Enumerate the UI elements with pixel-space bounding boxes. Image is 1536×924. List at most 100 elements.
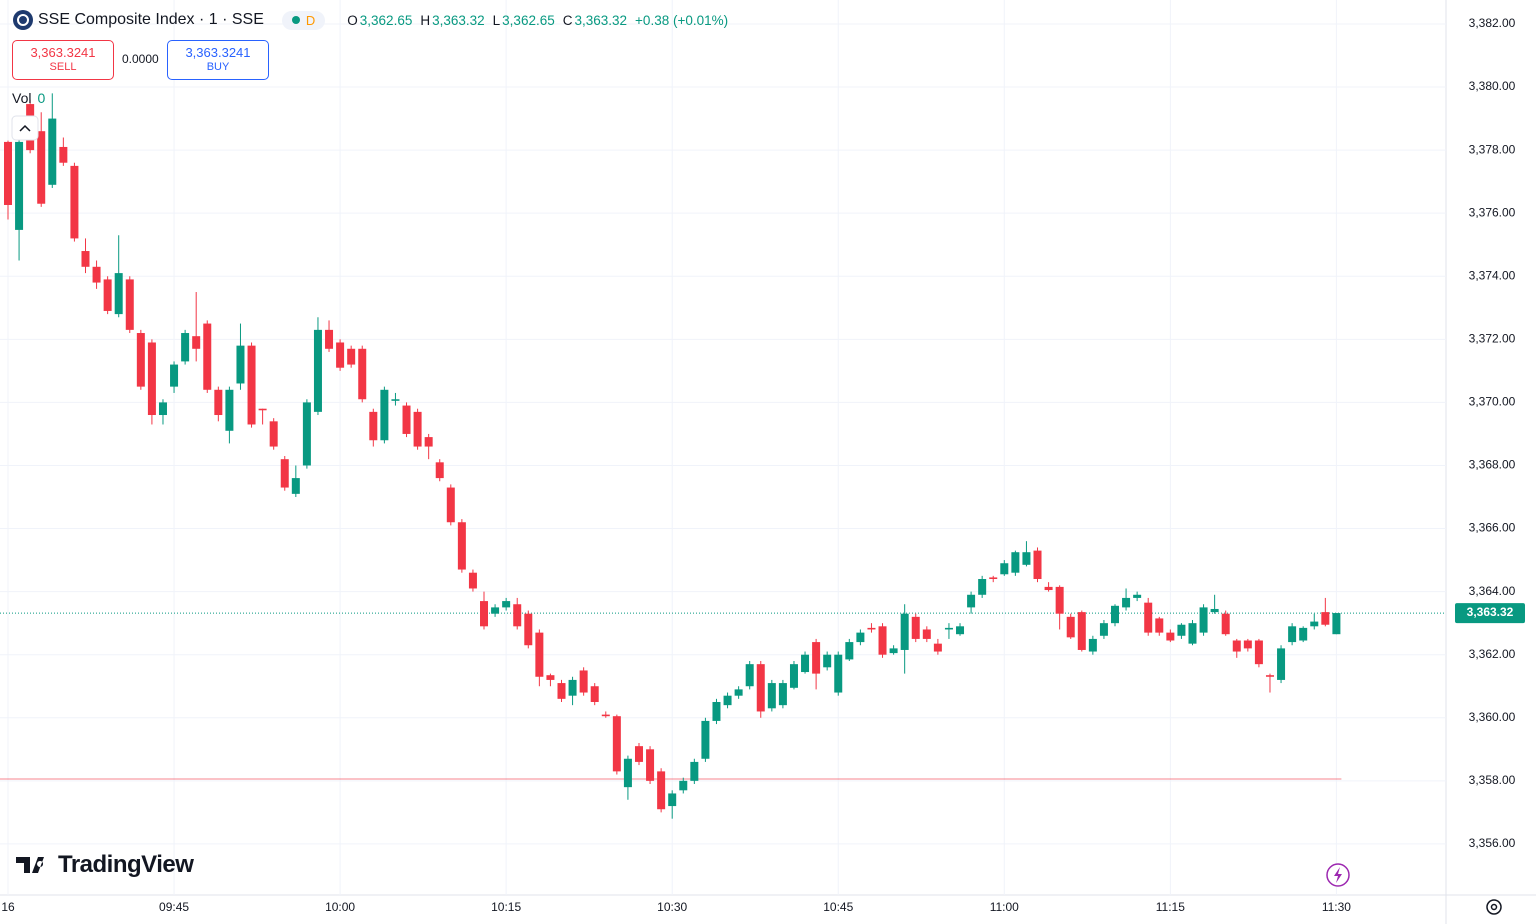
candle-body bbox=[944, 627, 953, 630]
y-tick-label: 3,358.00 bbox=[1469, 773, 1516, 787]
candle-body bbox=[745, 664, 754, 687]
candle-body bbox=[1177, 624, 1186, 636]
brand-logo[interactable]: TradingView bbox=[16, 851, 194, 879]
candle-body bbox=[922, 629, 931, 639]
y-tick-label: 3,380.00 bbox=[1469, 79, 1516, 93]
header: SSE Composite Index · 1 · SSE D O 3,362.6… bbox=[12, 9, 728, 31]
candle-body bbox=[524, 613, 533, 646]
last-price-tag bbox=[1455, 603, 1525, 624]
candle-body bbox=[679, 780, 688, 791]
candle-body bbox=[856, 632, 865, 643]
last-price-label: 3,363.32 bbox=[1467, 605, 1514, 619]
candle-body bbox=[967, 594, 976, 608]
sell-button[interactable]: 3,363.3241 SELL bbox=[12, 40, 114, 80]
candle-body bbox=[1055, 586, 1064, 614]
candle-body bbox=[845, 642, 854, 660]
candle-body bbox=[978, 579, 987, 595]
candle-body bbox=[956, 626, 965, 635]
candle-body bbox=[491, 607, 500, 614]
candle-body bbox=[37, 131, 46, 204]
candle-body bbox=[734, 689, 743, 696]
candle-body bbox=[280, 459, 289, 488]
brand-name: TradingView bbox=[58, 851, 194, 878]
candle-body bbox=[1144, 602, 1153, 633]
ohlc-key: O bbox=[347, 12, 358, 28]
buy-button[interactable]: 3,363.3241 BUY bbox=[167, 40, 269, 80]
candle-body bbox=[1299, 627, 1308, 641]
candle-body bbox=[391, 399, 400, 401]
candle-body bbox=[480, 601, 489, 627]
candle-body bbox=[657, 771, 666, 810]
candle-body bbox=[1232, 640, 1241, 652]
candle-body bbox=[4, 141, 12, 205]
y-tick-label: 3,372.00 bbox=[1469, 332, 1516, 346]
symbol-logo bbox=[13, 10, 33, 30]
candle-body bbox=[878, 626, 887, 655]
candle-body bbox=[1155, 618, 1164, 633]
x-tick-label: 11:15 bbox=[1156, 900, 1185, 914]
candle-body bbox=[690, 761, 699, 781]
x-tick-label: 10:30 bbox=[657, 900, 687, 914]
candle-body bbox=[435, 462, 444, 479]
y-tick-label: 3,370.00 bbox=[1469, 395, 1516, 409]
candle-body bbox=[336, 342, 345, 368]
y-tick-label: 3,382.00 bbox=[1469, 16, 1516, 30]
candle-body bbox=[900, 613, 909, 650]
symbol-title[interactable]: SSE Composite Index · 1 · SSE bbox=[38, 11, 264, 28]
y-tick-label: 3,360.00 bbox=[1469, 710, 1516, 724]
candle-body bbox=[48, 118, 57, 185]
collapse-button[interactable] bbox=[11, 115, 39, 141]
candle-body bbox=[1254, 640, 1263, 665]
candle-body bbox=[325, 329, 334, 349]
sell-price: 3,363.3241 bbox=[30, 45, 96, 60]
candle-body bbox=[513, 604, 522, 627]
candle-body bbox=[1210, 608, 1219, 613]
buy-label: BUY bbox=[206, 61, 230, 73]
candle-body bbox=[579, 670, 588, 693]
volume-legend: Vol 0 bbox=[12, 90, 45, 106]
y-tick-label: 3,378.00 bbox=[1469, 142, 1516, 156]
y-tick-label: 3,368.00 bbox=[1469, 458, 1516, 472]
candle-body bbox=[247, 345, 256, 425]
collapse-icon bbox=[19, 124, 31, 132]
candle-body bbox=[358, 348, 367, 400]
y-tick-label: 3,376.00 bbox=[1469, 205, 1516, 219]
candle-body bbox=[313, 329, 322, 412]
candle-body bbox=[424, 437, 433, 447]
ohlc-value: 3,362.65 bbox=[502, 12, 555, 28]
settings-icon bbox=[1490, 903, 1498, 911]
candle-body bbox=[723, 695, 732, 706]
candle-body bbox=[103, 279, 112, 311]
candle-body bbox=[535, 632, 544, 677]
candle-body bbox=[801, 654, 810, 673]
candle-body bbox=[1321, 612, 1330, 625]
candle-body bbox=[634, 746, 643, 762]
y-tick-label: 3,356.00 bbox=[1469, 836, 1516, 850]
candle-body bbox=[989, 577, 998, 580]
candle-body bbox=[812, 642, 821, 674]
candle-body bbox=[557, 683, 566, 699]
market-status[interactable]: D bbox=[281, 10, 326, 30]
timeframe-badge: D bbox=[305, 12, 316, 28]
candle-body bbox=[347, 348, 356, 365]
candle-body bbox=[1088, 638, 1097, 652]
candle-body bbox=[1000, 563, 1009, 575]
candle-body bbox=[834, 654, 843, 693]
candle-body bbox=[1188, 623, 1197, 644]
candle-body bbox=[701, 720, 710, 759]
lightning-icon bbox=[1334, 867, 1342, 883]
candle-body bbox=[291, 478, 300, 494]
y-tick-label: 3,362.00 bbox=[1469, 647, 1516, 661]
candle-body bbox=[170, 364, 179, 387]
candle-body bbox=[258, 408, 267, 411]
x-tick-label: 10:45 bbox=[823, 900, 853, 914]
candle-body bbox=[1221, 613, 1230, 635]
candle-body bbox=[203, 323, 212, 390]
candle-body bbox=[623, 758, 632, 788]
candle-body bbox=[81, 251, 90, 267]
candle-body bbox=[767, 683, 776, 709]
candle-body bbox=[225, 389, 234, 431]
candle-body bbox=[1310, 621, 1319, 627]
candle-body bbox=[590, 686, 599, 702]
settings-button[interactable] bbox=[1486, 899, 1502, 915]
